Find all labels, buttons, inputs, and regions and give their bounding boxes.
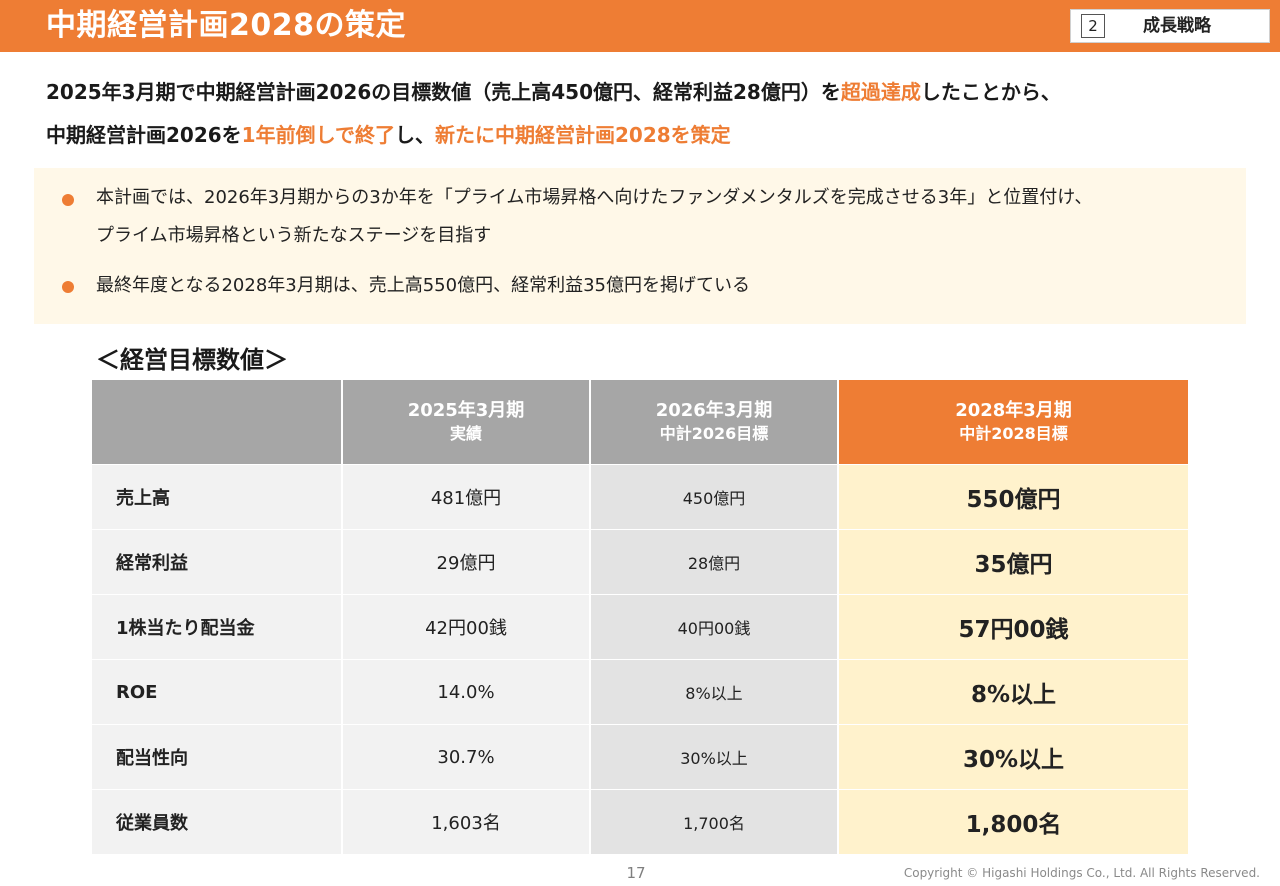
bullet-icon <box>62 194 74 206</box>
header-cell-2028: 2028年3月期 中計2028目標 <box>839 380 1188 464</box>
cell-target-2026: 450億円 <box>591 465 839 529</box>
row-label: 配当性向 <box>92 725 343 789</box>
header-2025-period: 2025年3月期 <box>407 400 525 421</box>
cell-target-2026: 40円00銭 <box>591 595 839 659</box>
header-cell-2026: 2026年3月期 中計2026目標 <box>591 380 839 464</box>
cell-target-2028: 550億円 <box>839 465 1188 529</box>
lead-line-2-highlight-1: 1年前倒しで終了 <box>241 123 395 147</box>
row-label: 経常利益 <box>92 530 343 594</box>
notes-panel: 本計画では、2026年3月期からの3か年を「プライム市場昇格へ向けたファンダメン… <box>34 168 1246 324</box>
page-title: 中期経営計画2028の策定 <box>46 8 406 43</box>
header-2028-period: 2028年3月期 <box>955 400 1072 421</box>
cell-actual-2025: 14.0% <box>343 660 591 724</box>
header-2026-period: 2026年3月期 <box>655 400 773 421</box>
note-1-line-2: プライム市場昇格という新たなステージを目指す <box>96 225 492 246</box>
header-2025-sub: 実績 <box>449 424 482 443</box>
section-label: 成長戦略 <box>1143 16 1211 36</box>
cell-target-2026: 1,700名 <box>591 790 839 854</box>
cell-target-2028: 57円00銭 <box>839 595 1188 659</box>
table-row: 1株当たり配当金 42円00銭 40円00銭 57円00銭 <box>92 595 1188 660</box>
table-caption: ＜経営目標数値＞ <box>96 346 288 374</box>
note-2-line-1: 最終年度となる2028年3月期は、売上高550億円、経常利益35億円を掲げている <box>96 275 750 296</box>
page-number: 17 <box>626 864 646 882</box>
header-2026-sub: 中計2026目標 <box>659 424 769 443</box>
table-row: 売上高 481億円 450億円 550億円 <box>92 465 1188 530</box>
cell-target-2028: 8%以上 <box>839 660 1188 724</box>
cell-target-2026: 30%以上 <box>591 725 839 789</box>
cell-target-2028: 30%以上 <box>839 725 1188 789</box>
lead-line-2-text: 中期経営計画2026を <box>46 123 242 147</box>
table-row: ROE 14.0% 8%以上 8%以上 <box>92 660 1188 725</box>
copyright-notice: Copyright © Higashi Holdings Co., Ltd. A… <box>903 866 1260 880</box>
lead-line-1: 2025年3月期で中期経営計画2026の目標数値（売上高450億円、経常利益28… <box>46 77 1061 107</box>
header-2028-sub: 中計2028目標 <box>959 424 1068 443</box>
lead-line-1-highlight: 超過達成 <box>840 80 921 104</box>
cell-actual-2025: 29億円 <box>343 530 591 594</box>
lead-line-1-text: 2025年3月期で中期経営計画2026の目標数値（売上高450億円、経常利益28… <box>46 80 841 104</box>
lead-line-2-mid: し、 <box>395 123 435 147</box>
table-row: 経常利益 29億円 28億円 35億円 <box>92 530 1188 595</box>
table-row: 配当性向 30.7% 30%以上 30%以上 <box>92 725 1188 790</box>
table-header-row: 2025年3月期 実績 2026年3月期 中計2026目標 2028年3月期 中… <box>92 380 1188 465</box>
bullet-icon <box>62 281 74 293</box>
lead-line-2-highlight-2: 新たに中期経営計画2028を策定 <box>435 123 731 147</box>
section-indicator: 2 成長戦略 <box>1070 9 1270 43</box>
cell-target-2026: 28億円 <box>591 530 839 594</box>
row-label: ROE <box>92 660 343 724</box>
cell-actual-2025: 1,603名 <box>343 790 591 854</box>
row-label: 従業員数 <box>92 790 343 854</box>
lead-line-2: 中期経営計画2026を1年前倒しで終了し、新たに中期経営計画2028を策定 <box>46 120 731 150</box>
row-label: 売上高 <box>92 465 343 529</box>
cell-actual-2025: 481億円 <box>343 465 591 529</box>
cell-actual-2025: 42円00銭 <box>343 595 591 659</box>
cell-actual-2025: 30.7% <box>343 725 591 789</box>
targets-table: 2025年3月期 実績 2026年3月期 中計2026目標 2028年3月期 中… <box>92 380 1188 855</box>
row-label: 1株当たり配当金 <box>92 595 343 659</box>
header-cell-empty <box>92 380 343 464</box>
cell-target-2028: 1,800名 <box>839 790 1188 854</box>
table-row: 従業員数 1,603名 1,700名 1,800名 <box>92 790 1188 855</box>
cell-target-2026: 8%以上 <box>591 660 839 724</box>
cell-target-2028: 35億円 <box>839 530 1188 594</box>
note-1-line-1: 本計画では、2026年3月期からの3か年を「プライム市場昇格へ向けたファンダメン… <box>96 187 1093 208</box>
lead-line-1-tail: したことから、 <box>920 80 1061 104</box>
header-bar: 中期経営計画2028の策定 2 成長戦略 <box>0 0 1280 52</box>
header-cell-2025: 2025年3月期 実績 <box>343 380 591 464</box>
section-number: 2 <box>1081 14 1105 38</box>
